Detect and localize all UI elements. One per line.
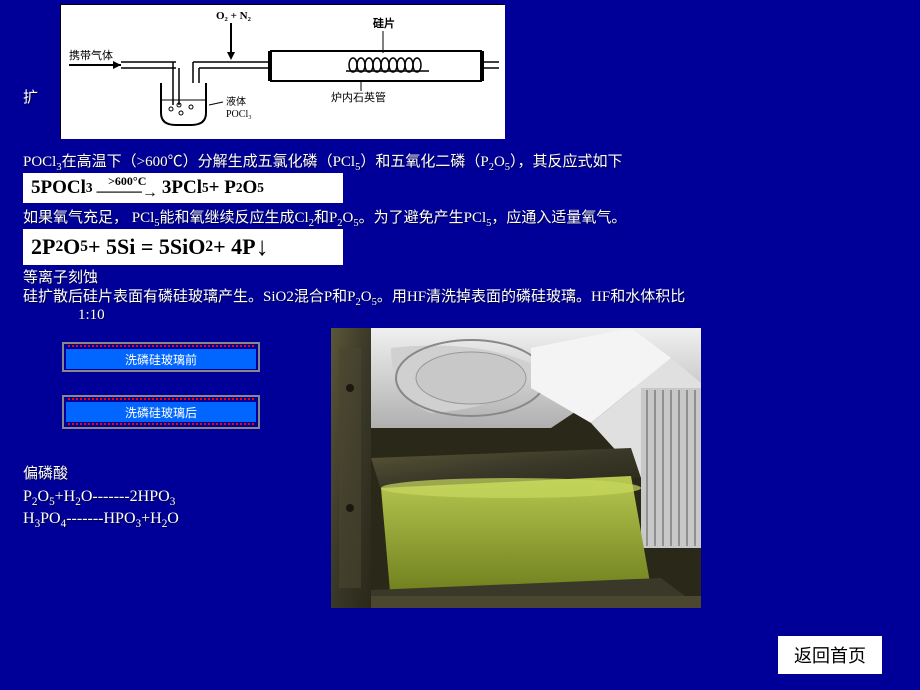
label-pocl3: POCl₃ (226, 109, 252, 120)
label-o2n2: O₂ + N₂ (216, 10, 252, 22)
apparatus-diagram: 携带气体 O₂ + N₂ 液体 POCl₃ (60, 4, 504, 138)
return-home-button[interactable]: 返回首页 (778, 636, 882, 674)
text-line-3: 等离子刻蚀 (23, 268, 98, 289)
equation-2: 2P2O5 + 5Si = 5SiO2 + 4P↓ (23, 229, 343, 265)
badge-before-wash: 洗磷硅玻璃前 (62, 342, 260, 372)
label-gas-in: 携带气体 (69, 48, 113, 62)
label-liquid: 液体 (226, 95, 246, 108)
badge-after-wash: 洗磷硅玻璃后 (62, 395, 260, 429)
diffusion-char: 扩 (23, 88, 38, 109)
label-tube: 炉内石英管 (331, 90, 386, 104)
equation-1: 5POCl3 >600°C ────→ 3PCl5 + P2O5 (23, 173, 343, 203)
text-line-4b: 1:10 (78, 305, 105, 326)
radiator-fins (641, 388, 701, 548)
text-line-7: H3PO4-------HPO3+H2O (23, 508, 179, 533)
label-wafer: 硅片 (373, 16, 395, 30)
text-line-5: 偏磷酸 (23, 464, 68, 485)
equipment-photo (331, 328, 701, 608)
text-line-4: 硅扩散后硅片表面有磷硅玻璃产生。SiO2混合P和P2O5。用HF清洗掉表面的磷硅… (23, 287, 685, 311)
